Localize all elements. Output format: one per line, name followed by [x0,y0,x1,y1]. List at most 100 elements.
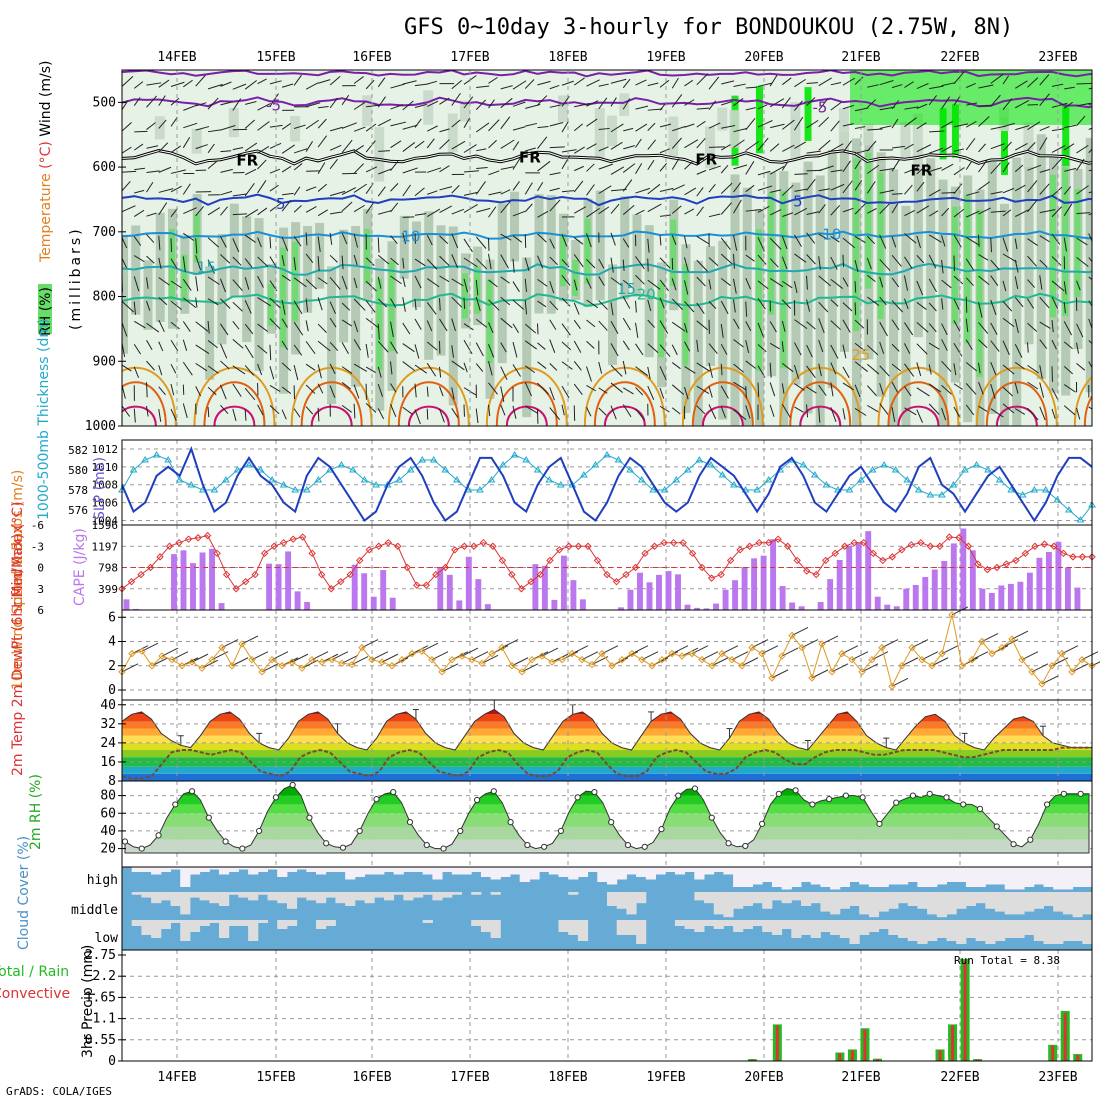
cloud-gap [956,867,967,882]
wind-barb [781,235,788,250]
wind-barb [696,169,707,175]
cloud-gap [626,867,637,875]
wind-10m-line-marker [648,662,656,670]
wind-10m-barb [741,657,759,667]
rh-marker [138,845,145,852]
wind-barb [573,123,583,132]
cape-bar [294,591,301,610]
wind-barb [537,255,544,269]
wind-barb [195,344,210,355]
wind-10m-barb [301,659,319,669]
wind-barb [990,322,998,335]
wind-barb [659,344,671,357]
wind-barb [269,80,282,85]
precip-convective-bar [938,1050,942,1061]
thickness-line-marker [129,466,138,473]
rh-legend-swatch [38,284,52,334]
cape-bar [979,588,986,610]
cloud-gap [131,892,142,895]
wind-barb [524,257,530,272]
lifted-index-line-marker [898,546,906,554]
rh-column-green [376,278,383,370]
wind-10m-barb [241,635,259,645]
cape-bar [532,564,539,610]
wind-barb [512,210,526,217]
lifted-index-line-marker [745,542,754,550]
wind-barb [269,297,281,309]
cloud-gap [878,920,889,929]
thickness-line-marker [452,476,461,483]
cape-bar [304,602,311,610]
cloud-gap [907,892,918,906]
wind-barb [133,236,142,246]
wind-barb [684,160,694,170]
wind-barb [183,232,195,241]
wind-barb [133,343,142,355]
wind-10m-line-marker [718,649,726,658]
wind-barb [1088,276,1092,281]
wind-barb [745,161,755,175]
wind-barb [500,85,513,90]
wind-barb [928,403,940,415]
wind-barb [232,301,243,312]
cape-bar [988,592,995,610]
wind-barb [122,405,131,417]
wind-barb [793,342,802,356]
cloud-gap [1062,892,1074,915]
rh-patch [912,113,923,173]
wind-barb [696,120,706,128]
wind-10m-line-marker [348,660,356,669]
wind-barb [378,168,392,175]
wind-barb [293,124,306,129]
cloud-gap [674,920,686,926]
wind-barb [232,365,246,375]
rh-column [122,234,128,354]
cloud-gap [791,867,802,887]
cape-bar [275,564,282,610]
cloud-gap [1082,920,1093,944]
wind-barb [708,386,713,398]
axis-tick-label: 500 [93,95,116,110]
wind-barb [928,95,937,106]
slp-tick: 1008 [92,479,119,492]
wind-barb [794,207,808,216]
wind-barb [965,383,977,395]
wind-barb [806,365,816,378]
lifted-index-line-marker [879,556,887,565]
cloud-gap [859,867,870,885]
cloud-gap [364,892,375,904]
wind-barb [439,139,450,150]
cloud-gap [1004,920,1015,938]
wind-barb [426,386,429,397]
wind-barb [365,280,377,292]
cloud-gap [791,892,802,901]
wind-barb [524,323,537,334]
cloud-gap [1072,892,1083,918]
wind-barb [622,387,634,395]
wind-barb [427,100,439,107]
cape-bar [437,567,444,610]
wind-10m-barb [171,651,189,661]
wind-barb [941,82,956,87]
thickness-line-marker [845,486,854,493]
wind-barb [220,404,229,415]
wind-barb [402,361,415,371]
cloud-gap [170,920,181,923]
wind-barb [232,213,248,216]
wind-barb [953,208,965,218]
wind-barb [573,361,582,371]
wind-barb [244,300,252,314]
wind-barb [1002,98,1013,110]
rh-column-green [572,259,579,296]
wind-barb [1002,364,1015,375]
wind-barb [195,386,202,397]
wind-barb [854,302,857,315]
wind-barb [414,213,427,216]
wind-barb [402,257,405,269]
wind-barb [475,236,487,249]
wind-barb [427,190,438,195]
cape-bar [389,597,396,610]
wind-barbs [122,71,1092,425]
wind-barb [1039,296,1050,309]
